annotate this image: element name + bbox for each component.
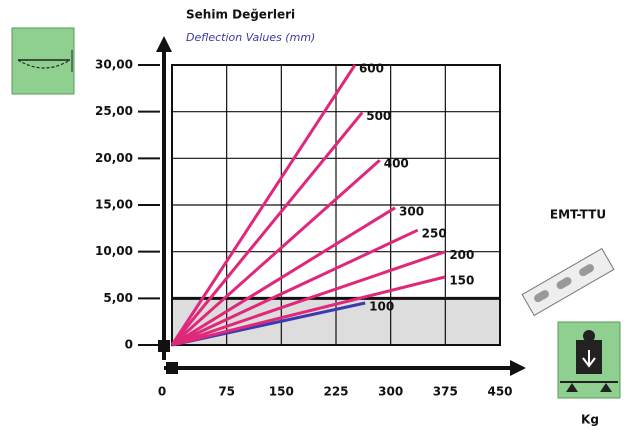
series-line xyxy=(171,250,446,347)
unit-label: Kg xyxy=(581,413,599,427)
beam-icon xyxy=(11,27,75,95)
y-tick-label: 5,00 xyxy=(103,291,133,305)
product-label: EMT-TTU xyxy=(550,208,606,222)
y-tick-label: 0 xyxy=(125,338,133,352)
x-tick-label: 375 xyxy=(433,385,458,399)
y-tick-label: 10,00 xyxy=(95,244,133,258)
line-label: 250 xyxy=(422,227,447,241)
plot-frame xyxy=(171,64,501,346)
series-line xyxy=(170,64,357,346)
series-line xyxy=(171,159,381,347)
load-icon xyxy=(557,321,621,399)
series-line xyxy=(171,206,396,347)
line-label: 200 xyxy=(449,248,474,262)
series-line xyxy=(171,275,446,347)
line-label: 300 xyxy=(399,204,424,218)
chart-subtitle: Deflection Values (mm) xyxy=(186,31,315,44)
series-line xyxy=(171,228,419,347)
line-label: 600 xyxy=(359,62,384,76)
origin-box xyxy=(166,362,178,374)
x-tick-label: 300 xyxy=(378,385,403,399)
x-tick-label: 450 xyxy=(487,385,512,399)
x-tick-label: 75 xyxy=(218,385,235,399)
line-label: 500 xyxy=(366,109,391,123)
y-tick-label: 15,00 xyxy=(95,198,133,212)
x-tick-label: 150 xyxy=(269,385,294,399)
chart-title: Sehim Değerleri xyxy=(186,8,295,22)
y-axis-arrow xyxy=(156,36,172,52)
x-tick-label: 225 xyxy=(323,385,348,399)
series-line xyxy=(170,111,364,346)
y-tick-label: 20,00 xyxy=(95,151,133,165)
x-tick-label: 0 xyxy=(158,385,166,399)
y-tick-label: 25,00 xyxy=(95,104,133,118)
x-axis-arrow xyxy=(510,360,526,376)
channel-icon xyxy=(521,247,615,317)
y-tick-label: 30,00 xyxy=(95,58,133,72)
line-label: 150 xyxy=(449,273,474,287)
line-label: 400 xyxy=(384,157,409,171)
origin-box xyxy=(158,340,170,352)
line-label: 100 xyxy=(369,300,394,314)
